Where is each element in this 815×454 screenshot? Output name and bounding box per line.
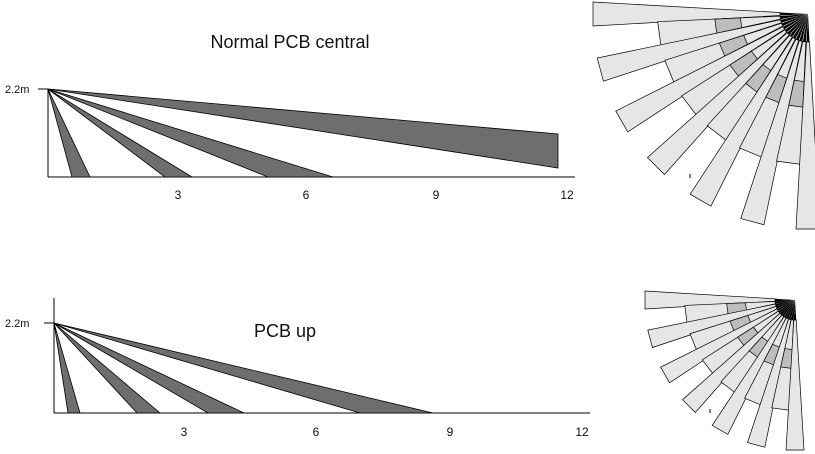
side-ray-4-normal bbox=[47, 88, 559, 169]
side-view-pcb-up: PCB up 2.2m 3 6 9 12 bbox=[5, 298, 590, 439]
top-ray-origin-12-pcb-up bbox=[791, 300, 795, 320]
top-view-normal bbox=[592, 1, 815, 230]
top-ray-origin-3-normal bbox=[780, 14, 808, 23]
top-ray-origin-4-pcb-up bbox=[776, 300, 795, 309]
top-ray-9-pcb-up bbox=[711, 316, 787, 435]
top-ray-origin-10-normal bbox=[795, 14, 808, 41]
side-ray-1-pcb-up bbox=[53, 322, 81, 414]
top-ray-9-normal bbox=[689, 37, 796, 207]
top-ray-origin-8-pcb-up bbox=[781, 300, 795, 317]
top-ray-origin-8-normal bbox=[789, 14, 808, 38]
top-ray-7-pcb-up bbox=[682, 312, 783, 413]
top-ray-13-pcb-up bbox=[785, 319, 805, 451]
top-ray-origin-10-pcb-up bbox=[786, 300, 795, 319]
tick-label-9-pcb-up: 9 bbox=[447, 425, 454, 439]
top-ray-origin-13-pcb-up bbox=[793, 300, 797, 320]
top-ray-origin-12-normal bbox=[802, 14, 808, 42]
top-ray-3-normal bbox=[596, 19, 782, 82]
top-ray-origin-7-normal bbox=[787, 14, 808, 35]
height-label-normal: 2.2m bbox=[5, 84, 29, 96]
top-ray-origin-13-normal bbox=[806, 14, 810, 42]
top-ray-1-normal bbox=[592, 1, 781, 27]
height-label-pcb-up: 2.2m bbox=[5, 318, 29, 330]
top-ray-origin-5-pcb-up bbox=[777, 300, 795, 312]
tick-label-9-normal: 9 bbox=[433, 188, 440, 202]
tick-label-3-pcb-up: 3 bbox=[181, 425, 188, 439]
top-ray-13-normal bbox=[795, 41, 815, 230]
top-ray-origin-5-normal bbox=[783, 14, 808, 30]
side-ray-3-pcb-up bbox=[53, 322, 245, 414]
top-ray-1-pcb-up bbox=[644, 290, 776, 310]
top-ray-origin-2-normal bbox=[780, 14, 808, 20]
diagram-title-pcb-up: PCB up bbox=[254, 321, 316, 341]
top-ray-5-pcb-up bbox=[660, 308, 779, 384]
top-ray-5-normal bbox=[615, 26, 785, 133]
top-ray-origin-6-pcb-up bbox=[778, 300, 795, 314]
top-ray-origin-9-pcb-up bbox=[783, 300, 795, 318]
side-ray-4-pcb-up bbox=[53, 322, 434, 414]
side-ray-3-normal bbox=[47, 88, 334, 178]
side-ray-2-pcb-up bbox=[53, 322, 162, 414]
top-view-pcb-up bbox=[644, 290, 805, 451]
top-ray-origin-1-normal bbox=[780, 12, 808, 16]
top-ray-origin-3-pcb-up bbox=[775, 300, 795, 307]
top-ray-origin-11-normal bbox=[799, 14, 808, 42]
tick-label-12-pcb-up: 12 bbox=[575, 425, 589, 439]
side-view-normal: Normal PCB central 2.2m 3 6 9 12 bbox=[5, 32, 575, 202]
top-ray-origin-1-pcb-up bbox=[775, 298, 795, 302]
top-ray-origin-11-pcb-up bbox=[788, 300, 795, 320]
side-ray-2-normal bbox=[47, 88, 194, 178]
side-ray-1-normal bbox=[47, 88, 91, 178]
diagram-title-normal: Normal PCB central bbox=[210, 32, 369, 52]
tick-label-3-normal: 3 bbox=[175, 188, 182, 202]
tick-label-6-pcb-up: 6 bbox=[313, 425, 320, 439]
tick-label-6-normal: 6 bbox=[303, 188, 310, 202]
top-ray-11-pcb-up bbox=[747, 318, 792, 448]
top-ray-origin-9-normal bbox=[792, 14, 808, 39]
top-ray-origin-7-pcb-up bbox=[780, 300, 795, 315]
top-ray-origin-2-pcb-up bbox=[775, 300, 795, 304]
top-ray-11-normal bbox=[740, 40, 803, 226]
top-ray-3-pcb-up bbox=[647, 303, 777, 348]
top-ray-7-normal bbox=[646, 32, 790, 176]
top-ray-origin-6-normal bbox=[784, 14, 808, 33]
tick-label-12-normal: 12 bbox=[560, 188, 574, 202]
top-ray-origin-4-normal bbox=[781, 14, 808, 27]
